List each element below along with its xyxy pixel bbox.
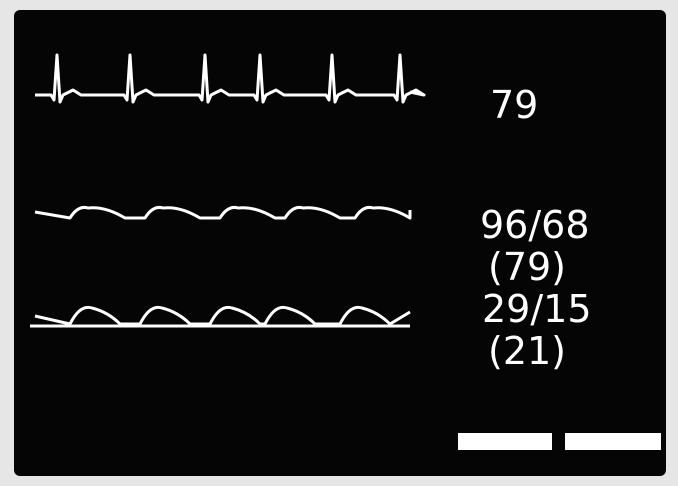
pulmonary-mean: (21) [488, 329, 566, 373]
status-box [458, 433, 552, 450]
monitor-screen: 79 96/68 (79) 29/15 (21) [0, 0, 678, 486]
heart-rate: 79 [490, 83, 538, 127]
arterial-mean: (79) [488, 245, 566, 289]
page: {"readouts": ["79", "96/68", "(79)", "29… [0, 0, 678, 486]
pulmonary-pressure: 29/15 [482, 287, 592, 331]
arterial-pressure: 96/68 [480, 203, 590, 247]
status-box [565, 433, 661, 450]
